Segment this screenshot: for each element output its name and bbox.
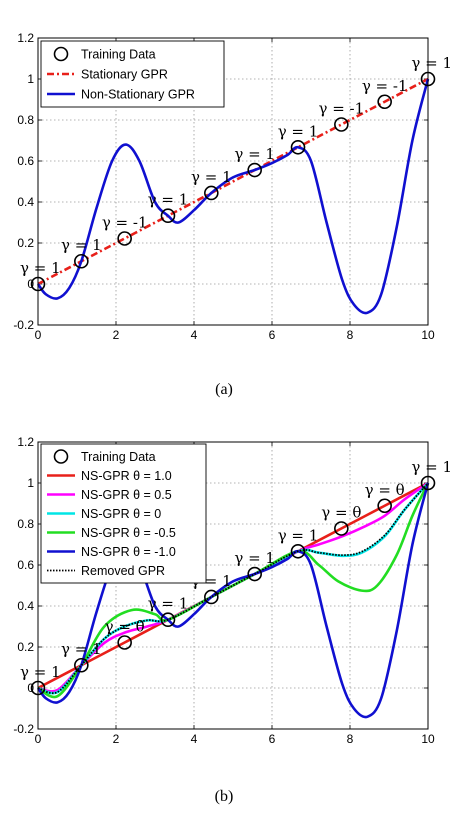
x-tick-label: 6 — [269, 328, 276, 342]
x-tick-label: 10 — [421, 732, 435, 746]
legend: Training Data Stationary GPR Non-Stationar… — [40, 40, 225, 108]
training-point — [247, 566, 262, 582]
x-tick-label: 8 — [347, 732, 354, 746]
legend-label: NS-GPR θ = 0 — [81, 507, 161, 521]
training-point — [117, 635, 132, 650]
x-tick-label: 2 — [113, 328, 120, 342]
legend-label: NS-GPR θ = 1.0 — [81, 469, 172, 483]
training-point — [117, 231, 132, 246]
gamma-annotation: γ = 1 — [234, 145, 275, 163]
y-tick-label: -0.2 — [13, 722, 34, 736]
legend-label: NS-GPR θ = 0.5 — [81, 488, 172, 502]
axes-frame — [37, 37, 429, 326]
training-point — [290, 139, 306, 155]
training-point — [377, 498, 392, 514]
legend-label: NS-GPR θ = -0.5 — [81, 526, 176, 540]
y-tick-label: 0.6 — [17, 558, 34, 572]
y-tick-label: 0.8 — [17, 517, 34, 531]
legend-label: Training Data — [81, 450, 156, 464]
x-tick-label: 10 — [421, 328, 435, 342]
training-point — [160, 612, 176, 628]
chart-a: 0 2 4 6 8 10-0.200.20.40.60.811.2γ = 1γ = 1γ … — [13, 31, 452, 342]
gamma-annotation: γ = θ — [321, 504, 361, 522]
gamma-annotation: γ = -1 — [102, 213, 148, 231]
gamma-annotation: γ = 1 — [148, 595, 189, 613]
chart-b: 0 2 4 6 8 10-0.200.20.40.60.811.2γ = 1γ = 1γ … — [13, 435, 452, 746]
legend-box — [40, 40, 225, 108]
legend-label: NS-GPR θ = -1.0 — [81, 545, 176, 559]
y-tick-label: 1 — [27, 72, 34, 86]
gamma-annotation: γ = θ — [365, 481, 405, 499]
training-point — [290, 543, 306, 559]
gamma-annotation: γ = 1 — [148, 191, 189, 209]
y-tick-label: 0.2 — [17, 236, 34, 250]
y-tick-label: 1.2 — [17, 31, 34, 45]
training-point — [377, 94, 392, 110]
training-point — [334, 521, 349, 536]
training-point — [204, 185, 219, 201]
training-point — [334, 117, 349, 132]
x-tick-label: 6 — [269, 732, 276, 746]
legend-label: Removed GPR — [81, 564, 165, 578]
x-tick-label: 0 — [35, 732, 42, 746]
legend-label: Training Data — [81, 48, 156, 62]
training-point — [74, 253, 89, 269]
gamma-annotation: γ = 1 — [191, 168, 232, 186]
legend-marker-training — [53, 449, 69, 464]
series-line-4 — [36, 482, 430, 719]
series-line-0 — [37, 77, 429, 286]
y-tick-label: 1.2 — [17, 435, 34, 449]
caption-a: (a) — [215, 381, 233, 398]
training-point — [160, 208, 176, 224]
gamma-annotation: γ = -1 — [362, 77, 408, 95]
y-tick-label: 1 — [27, 476, 34, 490]
legend-label: Non-Stationary GPR — [81, 88, 195, 102]
gamma-annotation: γ = -1 — [318, 100, 364, 118]
gamma-annotation: γ = 1 — [411, 54, 452, 72]
legend-marker-training — [53, 46, 69, 62]
y-tick-label: 0.4 — [17, 195, 34, 209]
legend-label: Stationary GPR — [81, 68, 168, 82]
x-tick-label: 8 — [347, 328, 354, 342]
gamma-annotation: γ = 1 — [234, 549, 275, 567]
y-tick-label: 0.2 — [17, 640, 34, 654]
gamma-annotation: γ = 1 — [20, 259, 61, 277]
y-tick-label: 0.8 — [17, 113, 34, 127]
axes-frame — [37, 441, 429, 730]
y-tick-label: 0.6 — [17, 154, 34, 168]
y-tick-label: 0.4 — [17, 599, 34, 613]
series-line-5 — [37, 482, 429, 695]
gamma-annotation: γ = 1 — [411, 458, 452, 476]
gamma-annotation: γ = 1 — [61, 640, 102, 658]
gamma-annotation: γ = 1 — [278, 526, 319, 544]
training-point — [204, 589, 219, 605]
x-tick-label: 0 — [35, 328, 42, 342]
gamma-annotation: γ = 1 — [20, 663, 61, 681]
x-tick-label: 4 — [191, 328, 198, 342]
caption-b: (b) — [215, 788, 234, 805]
x-tick-label: 2 — [113, 732, 120, 746]
y-tick-label: -0.2 — [13, 318, 34, 332]
training-point — [247, 162, 262, 178]
legend: Training Data NS-GPR θ = 1.0 NS-GPR θ = 0.… — [40, 443, 207, 584]
gamma-annotation: γ = θ — [105, 617, 145, 635]
series-line-1 — [36, 78, 430, 315]
training-point — [74, 657, 89, 673]
gamma-annotation: γ = 1 — [278, 122, 319, 140]
x-tick-label: 4 — [191, 732, 198, 746]
gamma-annotation: γ = 1 — [61, 236, 102, 254]
